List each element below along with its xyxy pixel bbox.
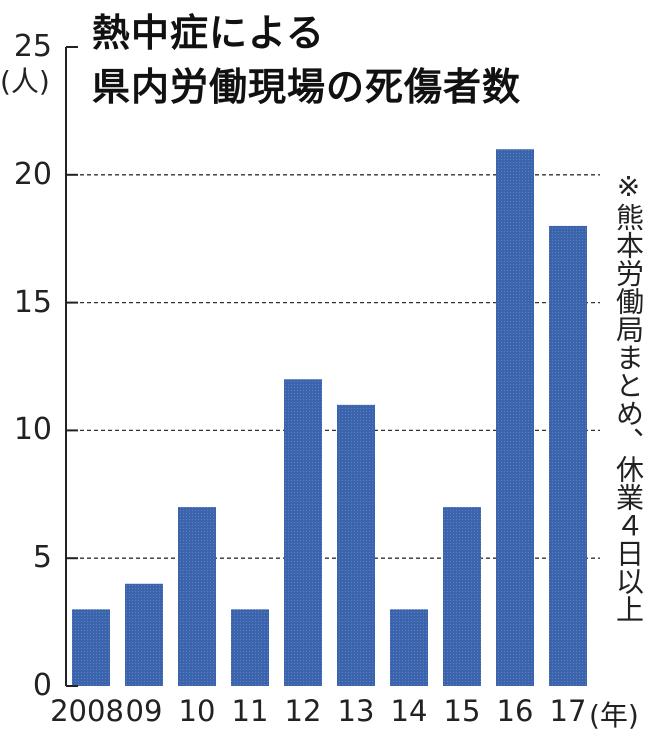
chart-title-line2: 県内労働現場の死傷者数 xyxy=(92,65,522,109)
y-tick-label: 5 xyxy=(32,540,52,576)
bar-11 xyxy=(231,609,269,686)
y-tick-label: 10 xyxy=(13,412,52,448)
x-tick-label: 12 xyxy=(284,694,322,728)
source-note: ※熊本労働局まとめ、休業４日以上 xyxy=(612,170,645,623)
y-axis-unit: (人) xyxy=(0,65,50,98)
y-tick-label: 15 xyxy=(13,284,52,320)
y-tick-label: 20 xyxy=(13,156,52,192)
bar-2008 xyxy=(72,609,110,686)
y-axis-ticks xyxy=(66,46,78,687)
bar-12 xyxy=(284,379,322,686)
x-tick-label: 09 xyxy=(125,694,163,728)
bar-10 xyxy=(178,507,216,686)
x-tick-label: 11 xyxy=(231,694,269,728)
x-tick-label: 17 xyxy=(549,694,587,728)
x-tick-label: 13 xyxy=(337,694,375,728)
bars xyxy=(72,149,587,687)
x-tick-label: 15 xyxy=(443,694,481,728)
x-tick-label: 16 xyxy=(496,694,534,728)
y-tick-label: 0 xyxy=(32,668,52,703)
bar-09 xyxy=(125,583,163,686)
x-tick-label: 14 xyxy=(390,694,428,728)
x-tick-label: 10 xyxy=(178,694,216,728)
y-tick-label: 25 xyxy=(13,29,52,64)
bar-13 xyxy=(337,404,375,686)
x-tick-label: 2008 xyxy=(50,694,124,728)
bar-15 xyxy=(443,507,481,686)
bar-14 xyxy=(390,609,428,686)
bar-16 xyxy=(496,149,534,687)
chart-title-line1: 熱中症による xyxy=(92,11,325,55)
x-axis-unit: (年) xyxy=(589,699,639,732)
bar-17 xyxy=(549,225,587,687)
